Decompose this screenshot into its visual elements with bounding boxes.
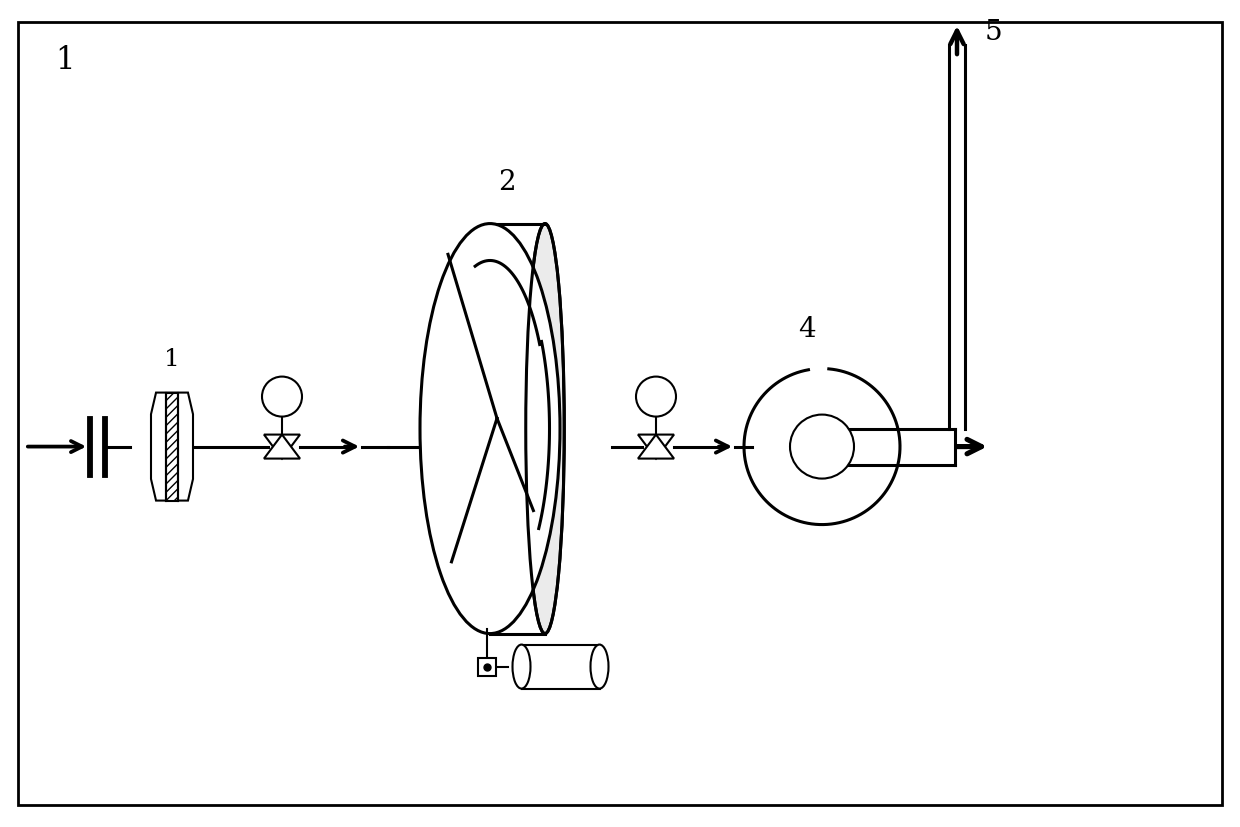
- Text: 4: 4: [799, 316, 816, 342]
- Ellipse shape: [590, 644, 609, 689]
- Polygon shape: [264, 434, 300, 459]
- Text: 2: 2: [497, 169, 516, 195]
- Text: 3: 3: [551, 657, 563, 676]
- Polygon shape: [151, 393, 193, 500]
- Polygon shape: [264, 434, 300, 459]
- Circle shape: [262, 376, 303, 417]
- Circle shape: [790, 414, 854, 479]
- Polygon shape: [639, 434, 675, 459]
- Text: N: N: [651, 390, 661, 403]
- Text: 1: 1: [55, 45, 74, 76]
- Ellipse shape: [512, 644, 531, 689]
- Polygon shape: [639, 434, 675, 459]
- Text: 1: 1: [164, 347, 180, 370]
- Bar: [522, 644, 599, 689]
- Bar: [166, 393, 179, 500]
- Bar: [477, 657, 496, 676]
- Ellipse shape: [526, 223, 564, 633]
- Text: 2A: 2A: [489, 491, 516, 509]
- Text: 5: 5: [985, 20, 1003, 46]
- Text: N: N: [278, 390, 286, 403]
- Circle shape: [636, 376, 676, 417]
- Ellipse shape: [420, 223, 560, 633]
